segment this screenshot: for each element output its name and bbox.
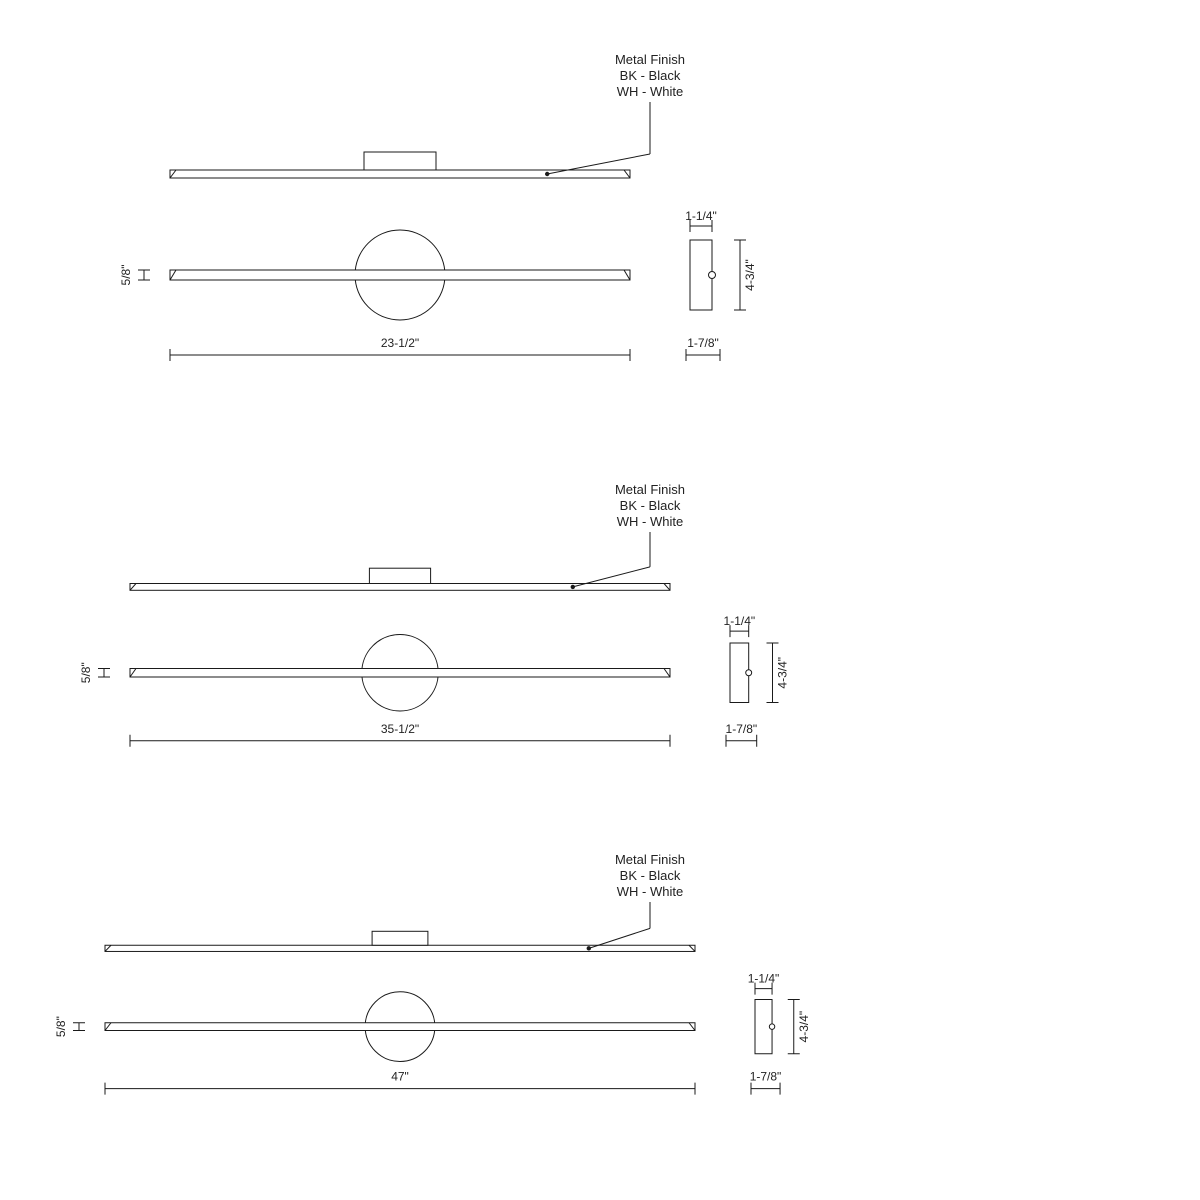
- callout-line1: Metal Finish: [615, 482, 685, 497]
- variant-2: Metal FinishBK - BlackWH - White 5/8" 47" 1…: [54, 852, 811, 1095]
- overall-width-label: 23-1/2": [381, 336, 419, 350]
- callout-dot: [571, 585, 575, 589]
- mount-box: [369, 568, 430, 583]
- svg-text:5/8": 5/8": [79, 662, 93, 683]
- overall-width-label: 47": [391, 1070, 409, 1084]
- svg-text:4-3/4": 4-3/4": [743, 259, 757, 291]
- top-view-bar: [105, 945, 695, 951]
- svg-text:5/8": 5/8": [119, 265, 133, 286]
- mount-box: [372, 931, 428, 945]
- end-depth-label: 1-7/8": [726, 722, 758, 736]
- svg-text:4-3/4": 4-3/4": [797, 1011, 811, 1043]
- callout-line3: WH - White: [617, 884, 683, 899]
- variant-1: Metal FinishBK - BlackWH - White 5/8" 35-1…: [79, 482, 790, 747]
- callout-line2: BK - Black: [620, 68, 681, 83]
- variant-0: Metal FinishBK - BlackWH - White 5/8" 23-1…: [119, 52, 757, 361]
- top-view-bar: [130, 584, 670, 591]
- mount-box: [364, 152, 436, 170]
- callout-line1: Metal Finish: [615, 852, 685, 867]
- end-depth-label: 1-7/8": [687, 336, 719, 350]
- callout-line3: WH - White: [617, 84, 683, 99]
- front-view-bar: [130, 669, 670, 678]
- callout-line3: WH - White: [617, 514, 683, 529]
- end-width-label: 1-1/4": [685, 209, 717, 223]
- overall-width-label: 35-1/2": [381, 722, 419, 736]
- callout-dot: [545, 172, 549, 176]
- callout-line2: BK - Black: [620, 868, 681, 883]
- svg-text:5/8": 5/8": [54, 1016, 68, 1037]
- front-view-bar: [170, 270, 630, 280]
- front-view-bar: [105, 1023, 695, 1031]
- callout-line2: BK - Black: [620, 498, 681, 513]
- end-width-label: 1-1/4": [748, 972, 780, 986]
- callout-line1: Metal Finish: [615, 52, 685, 67]
- end-width-label: 1-1/4": [724, 614, 756, 628]
- callout-dot: [587, 946, 591, 950]
- svg-text:4-3/4": 4-3/4": [776, 657, 790, 689]
- end-depth-label: 1-7/8": [750, 1070, 782, 1084]
